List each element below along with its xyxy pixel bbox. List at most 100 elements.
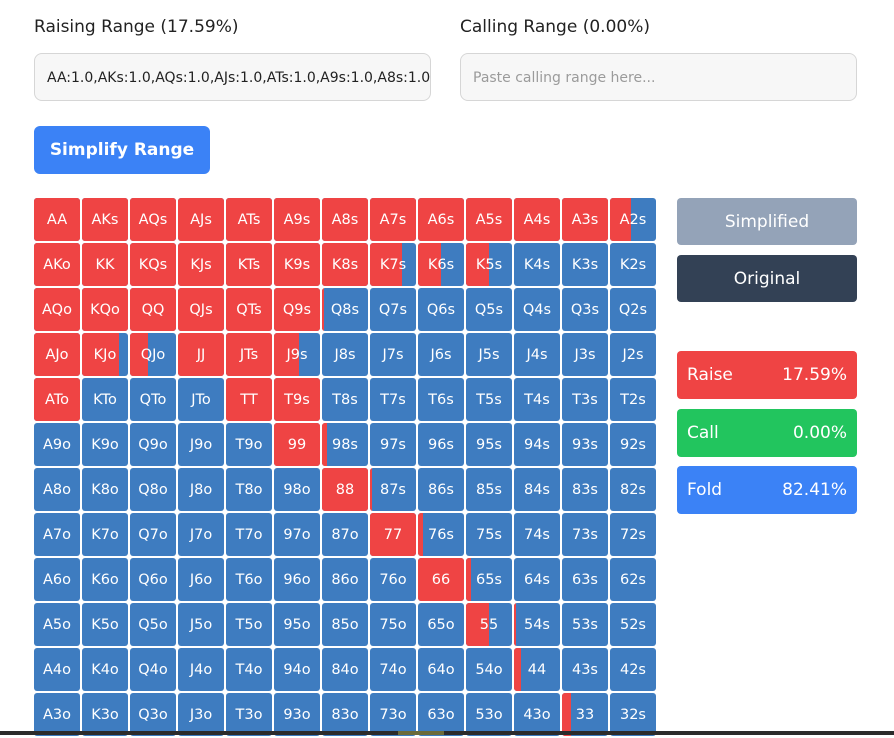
hand-cell-K5s[interactable]: K5s (466, 243, 512, 286)
hand-cell-A8o[interactable]: A8o (34, 468, 80, 511)
hand-cell-ATo[interactable]: ATo (34, 378, 80, 421)
hand-cell-Q9s[interactable]: Q9s (274, 288, 320, 331)
hand-cell-Q5s[interactable]: Q5s (466, 288, 512, 331)
hand-cell-63s[interactable]: 63s (562, 558, 608, 601)
hand-cell-44[interactable]: 44 (514, 648, 560, 691)
hand-cell-T3s[interactable]: T3s (562, 378, 608, 421)
hand-cell-Q3s[interactable]: Q3s (562, 288, 608, 331)
hand-cell-83o[interactable]: 83o (322, 693, 368, 736)
simplify-range-button[interactable]: Simplify Range (34, 126, 210, 174)
hand-cell-97s[interactable]: 97s (370, 423, 416, 466)
hand-cell-77[interactable]: 77 (370, 513, 416, 556)
hand-cell-Q4o[interactable]: Q4o (130, 648, 176, 691)
hand-cell-98s[interactable]: 98s (322, 423, 368, 466)
hand-cell-K2s[interactable]: K2s (610, 243, 656, 286)
hand-cell-AJs[interactable]: AJs (178, 198, 224, 241)
hand-cell-K4s[interactable]: K4s (514, 243, 560, 286)
hand-cell-AQs[interactable]: AQs (130, 198, 176, 241)
hand-cell-J9o[interactable]: J9o (178, 423, 224, 466)
hand-cell-KQs[interactable]: KQs (130, 243, 176, 286)
hand-cell-ATs[interactable]: ATs (226, 198, 272, 241)
hand-cell-KJo[interactable]: KJo (82, 333, 128, 376)
hand-cell-Q5o[interactable]: Q5o (130, 603, 176, 646)
hand-cell-JJ[interactable]: JJ (178, 333, 224, 376)
hand-cell-A3s[interactable]: A3s (562, 198, 608, 241)
hand-cell-J5o[interactable]: J5o (178, 603, 224, 646)
hand-cell-AKs[interactable]: AKs (82, 198, 128, 241)
hand-cell-AKo[interactable]: AKo (34, 243, 80, 286)
hand-cell-94o[interactable]: 94o (274, 648, 320, 691)
hand-cell-AJo[interactable]: AJo (34, 333, 80, 376)
hand-cell-JTs[interactable]: JTs (226, 333, 272, 376)
hand-cell-Q7s[interactable]: Q7s (370, 288, 416, 331)
hand-cell-K3o[interactable]: K3o (82, 693, 128, 736)
hand-cell-72s[interactable]: 72s (610, 513, 656, 556)
hand-cell-QTo[interactable]: QTo (130, 378, 176, 421)
hand-cell-33[interactable]: 33 (562, 693, 608, 736)
hand-cell-85o[interactable]: 85o (322, 603, 368, 646)
hand-cell-K5o[interactable]: K5o (82, 603, 128, 646)
hand-cell-KQo[interactable]: KQo (82, 288, 128, 331)
hand-cell-Q6s[interactable]: Q6s (418, 288, 464, 331)
hand-cell-T4o[interactable]: T4o (226, 648, 272, 691)
hand-cell-T7s[interactable]: T7s (370, 378, 416, 421)
hand-cell-54o[interactable]: 54o (466, 648, 512, 691)
hand-cell-K7s[interactable]: K7s (370, 243, 416, 286)
hand-cell-QJs[interactable]: QJs (178, 288, 224, 331)
hand-cell-T6o[interactable]: T6o (226, 558, 272, 601)
hand-cell-T5o[interactable]: T5o (226, 603, 272, 646)
hand-cell-66[interactable]: 66 (418, 558, 464, 601)
hand-cell-Q8s[interactable]: Q8s (322, 288, 368, 331)
calling-range-input[interactable]: Paste calling range here... (460, 53, 857, 101)
hand-cell-Q2s[interactable]: Q2s (610, 288, 656, 331)
simplified-view-button[interactable]: Simplified (677, 198, 857, 245)
hand-cell-K9s[interactable]: K9s (274, 243, 320, 286)
hand-cell-52s[interactable]: 52s (610, 603, 656, 646)
hand-cell-KTo[interactable]: KTo (82, 378, 128, 421)
hand-cell-T5s[interactable]: T5s (466, 378, 512, 421)
hand-cell-J3s[interactable]: J3s (562, 333, 608, 376)
hand-cell-74o[interactable]: 74o (370, 648, 416, 691)
hand-cell-J3o[interactable]: J3o (178, 693, 224, 736)
hand-cell-87s[interactable]: 87s (370, 468, 416, 511)
hand-cell-85s[interactable]: 85s (466, 468, 512, 511)
hand-cell-A5o[interactable]: A5o (34, 603, 80, 646)
hand-cell-J5s[interactable]: J5s (466, 333, 512, 376)
hand-cell-Q3o[interactable]: Q3o (130, 693, 176, 736)
hand-cell-J4s[interactable]: J4s (514, 333, 560, 376)
hand-cell-A7o[interactable]: A7o (34, 513, 80, 556)
hand-cell-97o[interactable]: 97o (274, 513, 320, 556)
hand-cell-83s[interactable]: 83s (562, 468, 608, 511)
hand-cell-KTs[interactable]: KTs (226, 243, 272, 286)
hand-cell-T8o[interactable]: T8o (226, 468, 272, 511)
hand-cell-95s[interactable]: 95s (466, 423, 512, 466)
original-view-button[interactable]: Original (677, 255, 857, 302)
hand-cell-T6s[interactable]: T6s (418, 378, 464, 421)
hand-cell-63o[interactable]: 63o (418, 693, 464, 736)
hand-cell-95o[interactable]: 95o (274, 603, 320, 646)
hand-cell-92s[interactable]: 92s (610, 423, 656, 466)
hand-cell-65o[interactable]: 65o (418, 603, 464, 646)
hand-cell-J6s[interactable]: J6s (418, 333, 464, 376)
hand-cell-QTs[interactable]: QTs (226, 288, 272, 331)
hand-cell-Q4s[interactable]: Q4s (514, 288, 560, 331)
hand-cell-75s[interactable]: 75s (466, 513, 512, 556)
hand-cell-76o[interactable]: 76o (370, 558, 416, 601)
hand-cell-K6o[interactable]: K6o (82, 558, 128, 601)
hand-cell-76s[interactable]: 76s (418, 513, 464, 556)
hand-cell-A5s[interactable]: A5s (466, 198, 512, 241)
hand-cell-82s[interactable]: 82s (610, 468, 656, 511)
hand-cell-43o[interactable]: 43o (514, 693, 560, 736)
hand-cell-J2s[interactable]: J2s (610, 333, 656, 376)
hand-cell-K8o[interactable]: K8o (82, 468, 128, 511)
hand-cell-T8s[interactable]: T8s (322, 378, 368, 421)
hand-cell-QQ[interactable]: QQ (130, 288, 176, 331)
hand-cell-94s[interactable]: 94s (514, 423, 560, 466)
hand-cell-A4o[interactable]: A4o (34, 648, 80, 691)
hand-cell-K6s[interactable]: K6s (418, 243, 464, 286)
hand-cell-86o[interactable]: 86o (322, 558, 368, 601)
hand-cell-K7o[interactable]: K7o (82, 513, 128, 556)
hand-cell-55[interactable]: 55 (466, 603, 512, 646)
hand-cell-T2s[interactable]: T2s (610, 378, 656, 421)
hand-cell-Q9o[interactable]: Q9o (130, 423, 176, 466)
